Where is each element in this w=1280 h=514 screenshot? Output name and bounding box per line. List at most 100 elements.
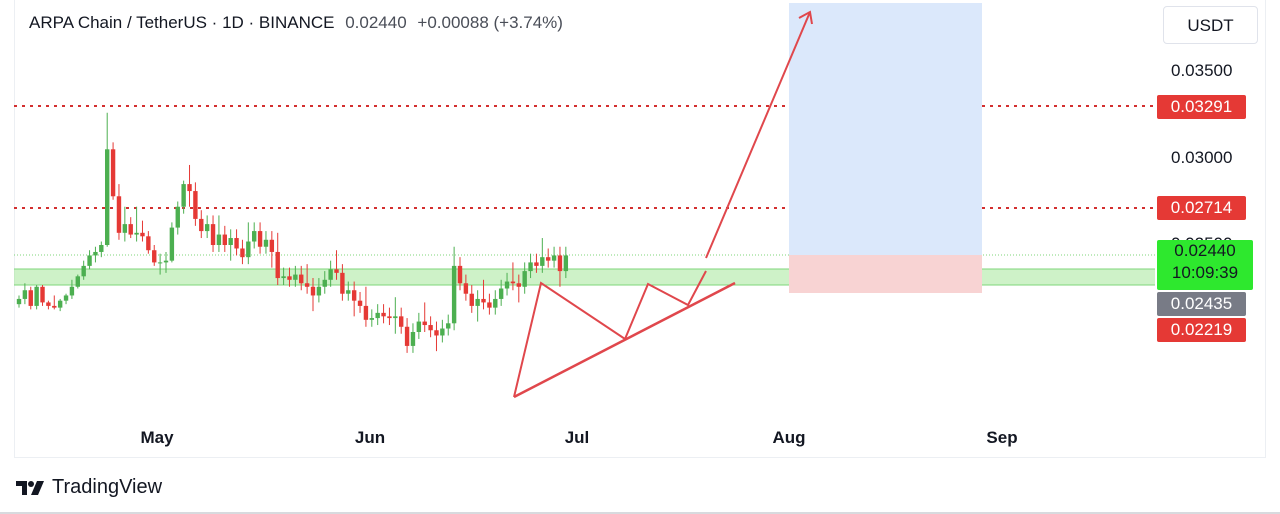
candle-body <box>169 227 175 261</box>
candle-body <box>93 251 98 256</box>
candle-body <box>16 298 22 305</box>
trendline-support[interactable] <box>513 281 736 399</box>
candle-body <box>257 231 263 247</box>
brand-name: TradingView <box>52 476 163 498</box>
candle-body <box>69 286 75 296</box>
candle-body <box>204 224 210 232</box>
candle-body <box>557 255 563 272</box>
chart-pane[interactable] <box>14 0 1266 458</box>
candle-body <box>281 276 286 279</box>
candle-body <box>475 298 480 306</box>
last-value: 0.02440 <box>345 13 407 32</box>
time-tick: Aug <box>772 428 806 447</box>
candle-body <box>87 255 92 266</box>
candle-body <box>498 288 504 299</box>
candle-body <box>510 281 516 284</box>
candle-body <box>357 300 363 306</box>
candle-body <box>187 184 192 192</box>
candle-body <box>504 281 510 289</box>
candle-body <box>404 326 410 346</box>
candle-body <box>252 231 257 242</box>
candle-body <box>81 265 86 277</box>
candle-body <box>263 239 269 247</box>
candle-body <box>34 286 39 306</box>
candle-body <box>99 245 104 252</box>
target-zone[interactable] <box>789 3 982 255</box>
candle-body <box>410 332 416 346</box>
bottom-divider <box>0 512 1280 514</box>
last-price-tag: 0.02440 10:09:39 <box>1157 240 1253 290</box>
time-tick: Sep <box>986 428 1018 447</box>
candle-body <box>175 206 180 228</box>
price-tick: 0.03500 <box>1171 61 1233 80</box>
candle-body <box>446 323 451 329</box>
candle-body <box>540 257 545 266</box>
candle-body <box>469 293 474 306</box>
candle-body <box>534 262 539 266</box>
projection-arrow[interactable] <box>705 11 811 259</box>
candle-body <box>516 283 521 287</box>
candle-body <box>316 286 322 296</box>
tradingview-logo-icon <box>16 480 44 495</box>
candle-body <box>293 274 298 280</box>
candle-body <box>563 255 569 272</box>
candle-body <box>287 276 292 280</box>
candle-body <box>387 316 392 319</box>
candle-body <box>551 255 557 261</box>
candle-countdown: 10:09:39 <box>1171 263 1239 282</box>
candle-body <box>522 271 527 287</box>
price-tick: 0.03000 <box>1171 148 1233 167</box>
candle-body <box>299 274 304 284</box>
candle-body <box>28 290 33 306</box>
candle-body <box>157 262 163 264</box>
candle-body <box>22 290 28 299</box>
candle-body <box>416 321 422 332</box>
time-tick: Jun <box>354 428 386 447</box>
candle-body <box>304 283 310 287</box>
stop-price-tag: 0.02219 <box>1157 318 1246 342</box>
candle-body <box>240 248 245 258</box>
resistance-high-tag: 0.03291 <box>1157 95 1246 119</box>
candle-body <box>181 184 186 207</box>
zigzag-pattern[interactable] <box>513 270 707 398</box>
change-value: +0.00088 (+3.74%) <box>417 13 563 32</box>
candle-body <box>340 272 345 294</box>
symbol-legend[interactable]: ARPA Chain / TetherUS · 1D · BINANCE 0.0… <box>29 13 563 33</box>
currency-button[interactable]: USDT <box>1163 6 1258 44</box>
time-tick: May <box>140 428 174 447</box>
last-price-value: 0.02440 <box>1174 241 1236 260</box>
candle-body <box>451 265 457 324</box>
candle-body <box>63 295 69 301</box>
candle-body <box>105 149 110 245</box>
candle-body <box>269 239 275 252</box>
candle-body <box>40 286 45 303</box>
projection-arrowhead <box>798 10 813 25</box>
symbol-title[interactable]: ARPA Chain / TetherUS · 1D · BINANCE <box>29 13 335 32</box>
candle-body <box>234 238 239 249</box>
candle-body <box>346 290 351 294</box>
candle-body <box>351 290 357 301</box>
candle-body <box>152 250 157 263</box>
candle-body <box>493 298 498 308</box>
candle-body <box>375 312 380 319</box>
candle-body <box>393 316 398 319</box>
stop-zone[interactable] <box>789 255 982 293</box>
candle-body <box>134 232 139 235</box>
candle-body <box>528 262 533 272</box>
candle-body <box>46 302 51 306</box>
candle-body <box>275 251 280 279</box>
resistance-mid-tag: 0.02714 <box>1157 196 1246 220</box>
candle-body <box>57 300 63 308</box>
candle-body <box>381 312 386 317</box>
candle-body <box>428 325 433 331</box>
candle-body <box>363 305 369 320</box>
candle-body <box>457 265 463 284</box>
candle-body <box>228 238 233 245</box>
candle-body <box>246 241 251 258</box>
candle-body <box>199 218 204 232</box>
tradingview-branding[interactable]: TradingView <box>16 476 162 499</box>
candle-body <box>334 269 339 273</box>
candle-body <box>163 260 169 263</box>
candle-body <box>146 236 151 251</box>
